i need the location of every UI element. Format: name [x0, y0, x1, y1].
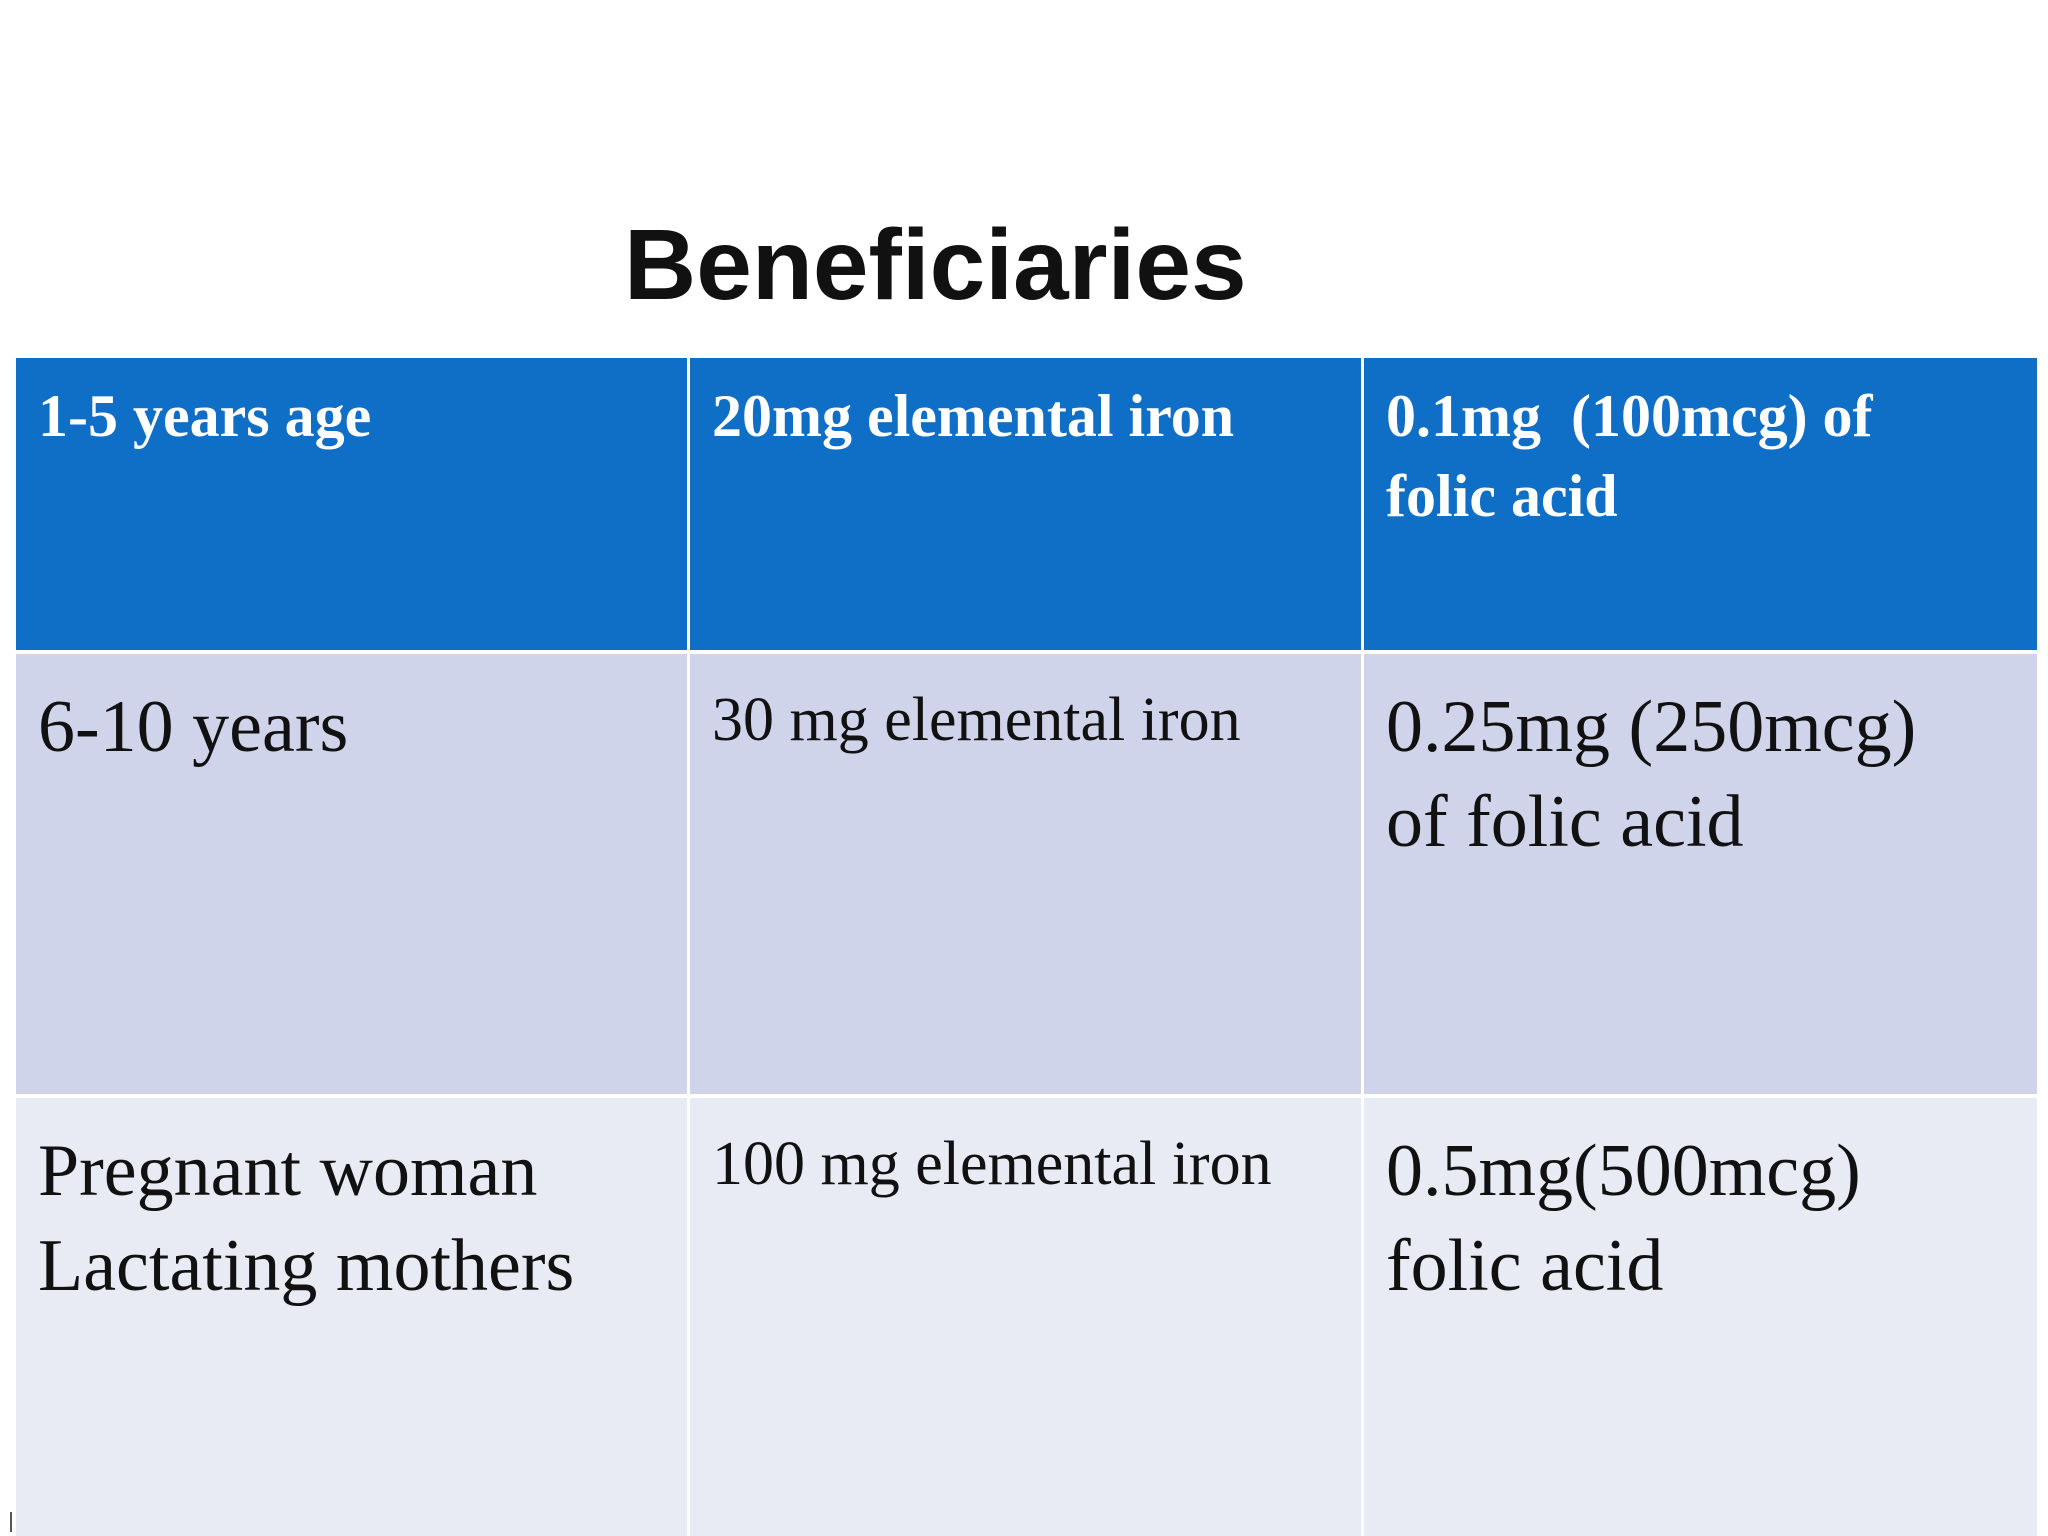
folic-dose-line-2: folic acid: [1386, 463, 1618, 529]
iron-dose: 100 mg elemental iron: [712, 1130, 1272, 1198]
table-row: Pregnant woman Lactating mothers 100 mg …: [16, 1098, 2037, 1536]
folic-dose-line-2: of folic acid: [1386, 781, 1744, 863]
table-cell-folic: 0.5mg(500mcg) folic acid: [1364, 1098, 2037, 1536]
edge-marker: [10, 1512, 12, 1532]
table-cell-iron: 100 mg elemental iron: [690, 1098, 1364, 1536]
table-cell-folic: 0.25mg (250mcg) of folic acid: [1364, 654, 2037, 1098]
table-cell-group: Pregnant woman Lactating mothers: [16, 1098, 690, 1536]
folic-dose-line-2: folic acid: [1386, 1225, 1664, 1307]
iron-dose: 30 mg elemental iron: [712, 686, 1241, 754]
group-label: 1-5 years age: [38, 383, 372, 449]
slide-title: Beneficiaries: [624, 209, 1247, 321]
folic-dose-line-1: 0.25mg (250mcg): [1386, 686, 1917, 768]
table-row: 6-10 years 30 mg elemental iron 0.25mg (…: [16, 654, 2037, 1098]
group-label: 6-10 years: [38, 686, 349, 768]
folic-dose-line-1: 0.1mg (100mcg) of: [1386, 383, 1873, 449]
group-label-line-2: Lactating mothers: [38, 1225, 575, 1307]
folic-dose-line-1: 0.5mg(500mcg): [1386, 1130, 1861, 1212]
table-cell-iron: 20mg elemental iron: [690, 358, 1364, 654]
iron-dose: 20mg elemental iron: [712, 383, 1235, 449]
dosage-table: 1-5 years age 20mg elemental iron 0.1mg …: [16, 358, 2037, 1536]
table-cell-group: 1-5 years age: [16, 358, 690, 654]
table-header-row: 1-5 years age 20mg elemental iron 0.1mg …: [16, 358, 2037, 654]
table-cell-folic: 0.1mg (100mcg) of folic acid: [1364, 358, 2037, 654]
table-cell-group: 6-10 years: [16, 654, 690, 1098]
group-label-line-1: Pregnant woman: [38, 1130, 538, 1212]
table-cell-iron: 30 mg elemental iron: [690, 654, 1364, 1098]
